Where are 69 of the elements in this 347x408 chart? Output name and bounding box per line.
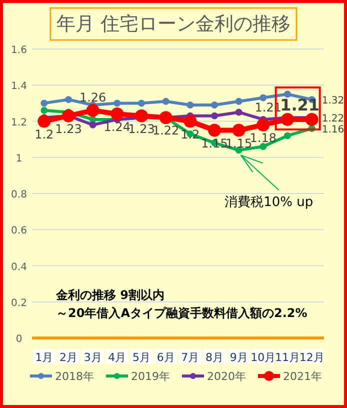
x-tick-label: 1月 (35, 351, 54, 364)
x-tick-label: 12月 (299, 351, 324, 364)
annotation: 金利の推移 9割以内 (55, 288, 165, 302)
x-tick-label: 8月 (206, 351, 224, 364)
data-label: 1.32 (322, 96, 344, 107)
data-label: 1.22 (322, 114, 344, 125)
data-label: 1.26 (79, 90, 106, 104)
data-label: 1.2 (34, 127, 54, 142)
data-label: 1.16 (322, 124, 344, 136)
y-tick-label: 1 (16, 153, 22, 164)
x-tick-label: 7月 (181, 351, 200, 364)
point (208, 124, 221, 137)
legend-label: 2018年 (55, 370, 94, 383)
x-tick-label: 11月 (275, 351, 300, 364)
point (138, 100, 145, 107)
point (65, 96, 72, 104)
annotation: 消費税10% up (224, 195, 314, 210)
point (284, 90, 291, 98)
point (235, 98, 242, 105)
point (186, 101, 194, 108)
y-tick-label: 0.2 (11, 298, 27, 309)
point (305, 112, 318, 126)
point (135, 109, 148, 122)
data-label: 1.24 (104, 120, 131, 134)
point (86, 104, 100, 117)
legend-label: 2020年 (207, 370, 246, 383)
data-label: 1.23 (128, 122, 155, 136)
x-tick-label: 2月 (60, 351, 78, 364)
y-tick-label: 1.6 (11, 45, 27, 56)
data-label: 1.22 (152, 124, 180, 138)
legend-label: 2021年 (283, 370, 322, 383)
point (256, 118, 270, 132)
point (89, 121, 96, 128)
point (40, 106, 48, 114)
point (40, 100, 48, 107)
point (260, 143, 267, 150)
point (110, 108, 124, 121)
y-tick-label: 1.2 (11, 117, 27, 128)
x-tick-label: 3月 (84, 351, 102, 364)
x-tick-label: 4月 (108, 351, 126, 364)
x-tick-label: 10月 (250, 351, 276, 364)
point (211, 112, 218, 120)
point (159, 111, 172, 124)
point (162, 98, 170, 105)
point (281, 112, 294, 126)
point (184, 114, 197, 128)
point (260, 94, 267, 102)
x-tick-label: 5月 (132, 351, 150, 364)
point (211, 101, 218, 108)
data-label: 1.18 (250, 130, 277, 145)
point (114, 100, 121, 107)
point (232, 124, 246, 137)
point (235, 108, 242, 116)
point (62, 109, 75, 122)
point (284, 132, 291, 140)
y-tick-label: 0 (16, 334, 22, 345)
x-tick-label: 9月 (230, 351, 248, 364)
chart-title: 年月 住宅ローン金利の推移 (56, 13, 291, 35)
data-label: 1.15 (225, 136, 252, 150)
y-tick-label: 0.8 (11, 190, 27, 200)
y-tick-label: 0.4 (11, 262, 27, 273)
y-tick-label: 1.4 (11, 81, 27, 92)
point (38, 114, 51, 128)
legend-label: 2019年 (131, 370, 170, 383)
annotation: ～20年借入Aタイプ融資手数料借入額の2.2% (56, 306, 308, 320)
y-tick-label: 0.6 (11, 226, 27, 237)
data-label: 1.21 (280, 95, 320, 114)
x-tick-label: 6月 (156, 351, 175, 364)
data-label: 1.23 (55, 122, 82, 136)
